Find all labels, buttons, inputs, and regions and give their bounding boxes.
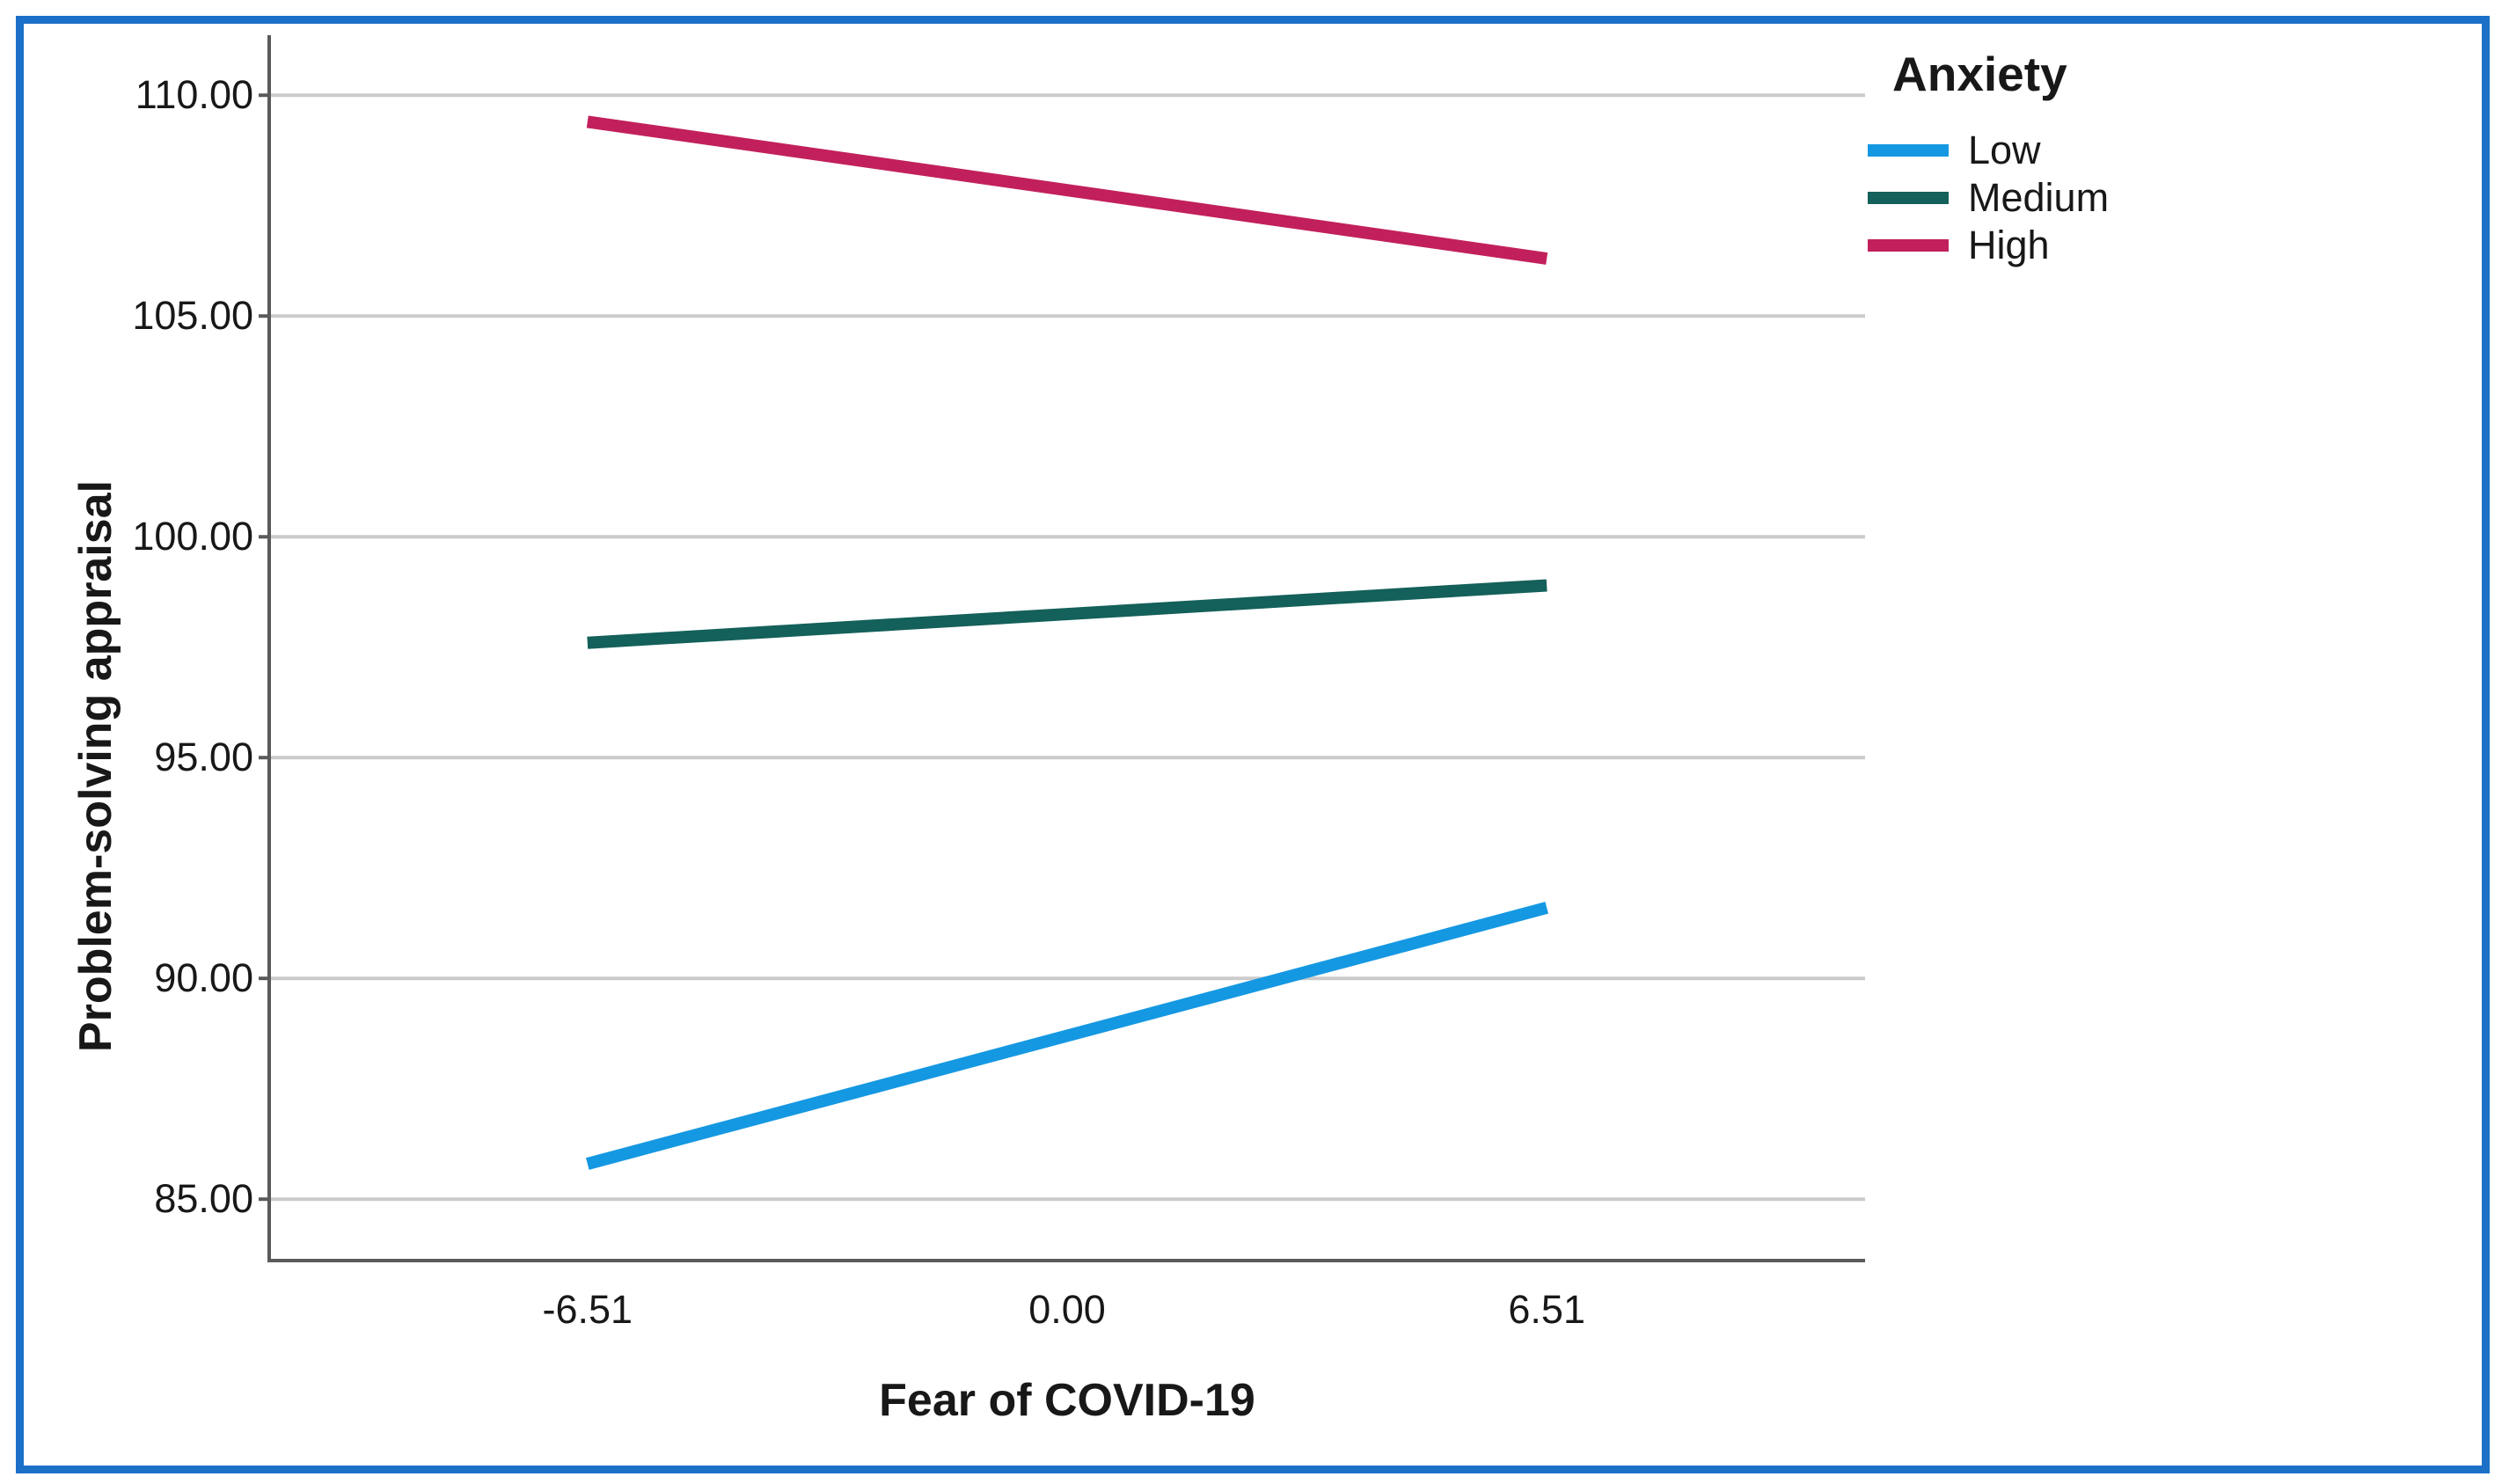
series-line-low (585, 902, 1549, 1170)
legend: Anxiety Low Medium High (1868, 46, 2440, 269)
legend-swatch-high (1868, 239, 1949, 252)
x-tick-label: 0.00 (1028, 1287, 1106, 1332)
x-axis-title: Fear of COVID-19 (879, 1375, 1255, 1426)
legend-swatch-medium (1868, 192, 1949, 204)
outer-border (16, 16, 2490, 1473)
x-tick-label: -6.51 (542, 1287, 633, 1332)
legend-label: Medium (1968, 175, 2110, 220)
legend-item-high: High (1868, 222, 2440, 269)
legend-label: High (1968, 223, 2050, 267)
series-line-high (586, 115, 1548, 265)
legend-title: Anxiety (1892, 47, 2067, 101)
y-tick-label: 110.00 (135, 72, 253, 118)
y-tick-label: 95.00 (154, 735, 253, 780)
y-tick-label: 105.00 (132, 293, 253, 339)
y-tick-label: 90.00 (154, 955, 253, 1001)
x-tick-label: 6.51 (1508, 1287, 1585, 1332)
legend-rows: Low Medium High (1868, 127, 2440, 269)
legend-item-medium: Medium (1868, 174, 2440, 222)
y-axis-title: Problem-solving appraisal (70, 479, 121, 1053)
legend-swatch-low (1868, 144, 1949, 157)
legend-label: Low (1968, 128, 2041, 172)
series-line-medium (587, 579, 1547, 649)
y-tick-label: 100.00 (132, 514, 253, 559)
y-tick-label: 85.00 (154, 1176, 253, 1222)
legend-item-low: Low (1868, 127, 2440, 174)
